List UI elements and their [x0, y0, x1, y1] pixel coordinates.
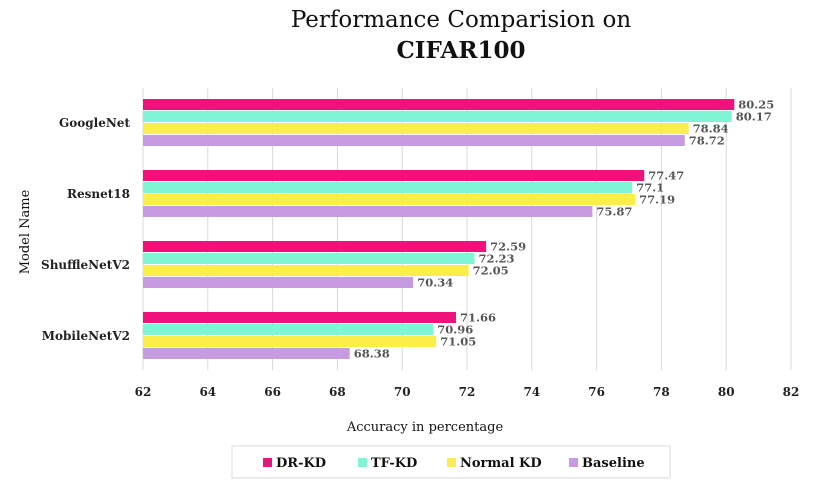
- category-label: MobileNetV2: [42, 329, 130, 343]
- bar: [143, 170, 645, 181]
- data-label: 78.84: [693, 122, 729, 136]
- bar: [143, 253, 475, 264]
- data-label: 75.87: [596, 205, 632, 219]
- legend-swatch: [569, 458, 578, 467]
- bar: [143, 182, 633, 193]
- x-tick-label: 74: [523, 385, 540, 399]
- data-label: 80.17: [736, 110, 772, 124]
- data-label: 72.59: [490, 240, 526, 254]
- bar: [143, 135, 685, 146]
- data-label: 80.25: [738, 98, 774, 112]
- bars: [143, 99, 735, 359]
- bar: [143, 265, 469, 276]
- bar: [143, 312, 456, 323]
- data-label: 78.72: [689, 134, 725, 148]
- bar: [143, 324, 434, 335]
- x-tick-label: 76: [588, 385, 605, 399]
- bar: [143, 277, 414, 288]
- bar: [143, 194, 636, 205]
- y-axis-label: Model Name: [18, 189, 33, 274]
- legend-label: Baseline: [582, 456, 645, 471]
- bar: [143, 111, 732, 122]
- category-label: GoogleNet: [59, 116, 130, 130]
- data-label: 72.23: [478, 252, 514, 266]
- data-label: 70.34: [417, 276, 453, 290]
- category-label: Resnet18: [67, 187, 130, 201]
- category-labels: GoogleNet Resnet18 ShuffleNetV2 MobileNetV2: [41, 116, 130, 343]
- x-tick-label: 80: [718, 385, 735, 399]
- data-label: 77.19: [639, 193, 675, 207]
- category-label: ShuffleNetV2: [41, 258, 130, 272]
- bar: [143, 206, 593, 217]
- x-tick-label: 62: [135, 385, 152, 399]
- data-label: 77.1: [636, 181, 664, 195]
- bar: [143, 123, 689, 134]
- data-label: 72.05: [473, 264, 509, 278]
- legend-swatch: [358, 458, 367, 467]
- x-axis-label: Accuracy in percentage: [346, 420, 504, 435]
- bar: [143, 99, 735, 110]
- bar: [143, 241, 487, 252]
- legend-label: Normal KD: [460, 456, 542, 471]
- x-tick-label: 68: [329, 385, 346, 399]
- legend-label: DR-KD: [276, 456, 326, 471]
- x-tick-label: 66: [264, 385, 281, 399]
- x-tick-label: 78: [653, 385, 670, 399]
- data-label: 68.38: [354, 347, 390, 361]
- x-tick-label: 70: [394, 385, 411, 399]
- legend-swatch: [447, 458, 456, 467]
- chart-title-line1: Performance Comparision on: [291, 7, 632, 33]
- legend-label: TF-KD: [371, 456, 417, 471]
- chart-title-line2: CIFAR100: [396, 37, 525, 64]
- bar: [143, 336, 437, 347]
- x-tick-label: 72: [459, 385, 476, 399]
- x-tick-labels: 62 64 66 68 70 72 74 76 78 80 82: [135, 385, 800, 399]
- data-label: 71.66: [460, 311, 496, 325]
- bar: [143, 348, 350, 359]
- data-label: 77.47: [648, 169, 684, 183]
- data-label: 70.96: [437, 323, 473, 337]
- legend-swatch: [263, 458, 272, 467]
- x-tick-label: 64: [199, 385, 216, 399]
- data-label: 71.05: [440, 335, 476, 349]
- legend: DR-KD TF-KD Normal KD Baseline: [263, 456, 645, 471]
- x-tick-label: 82: [783, 385, 800, 399]
